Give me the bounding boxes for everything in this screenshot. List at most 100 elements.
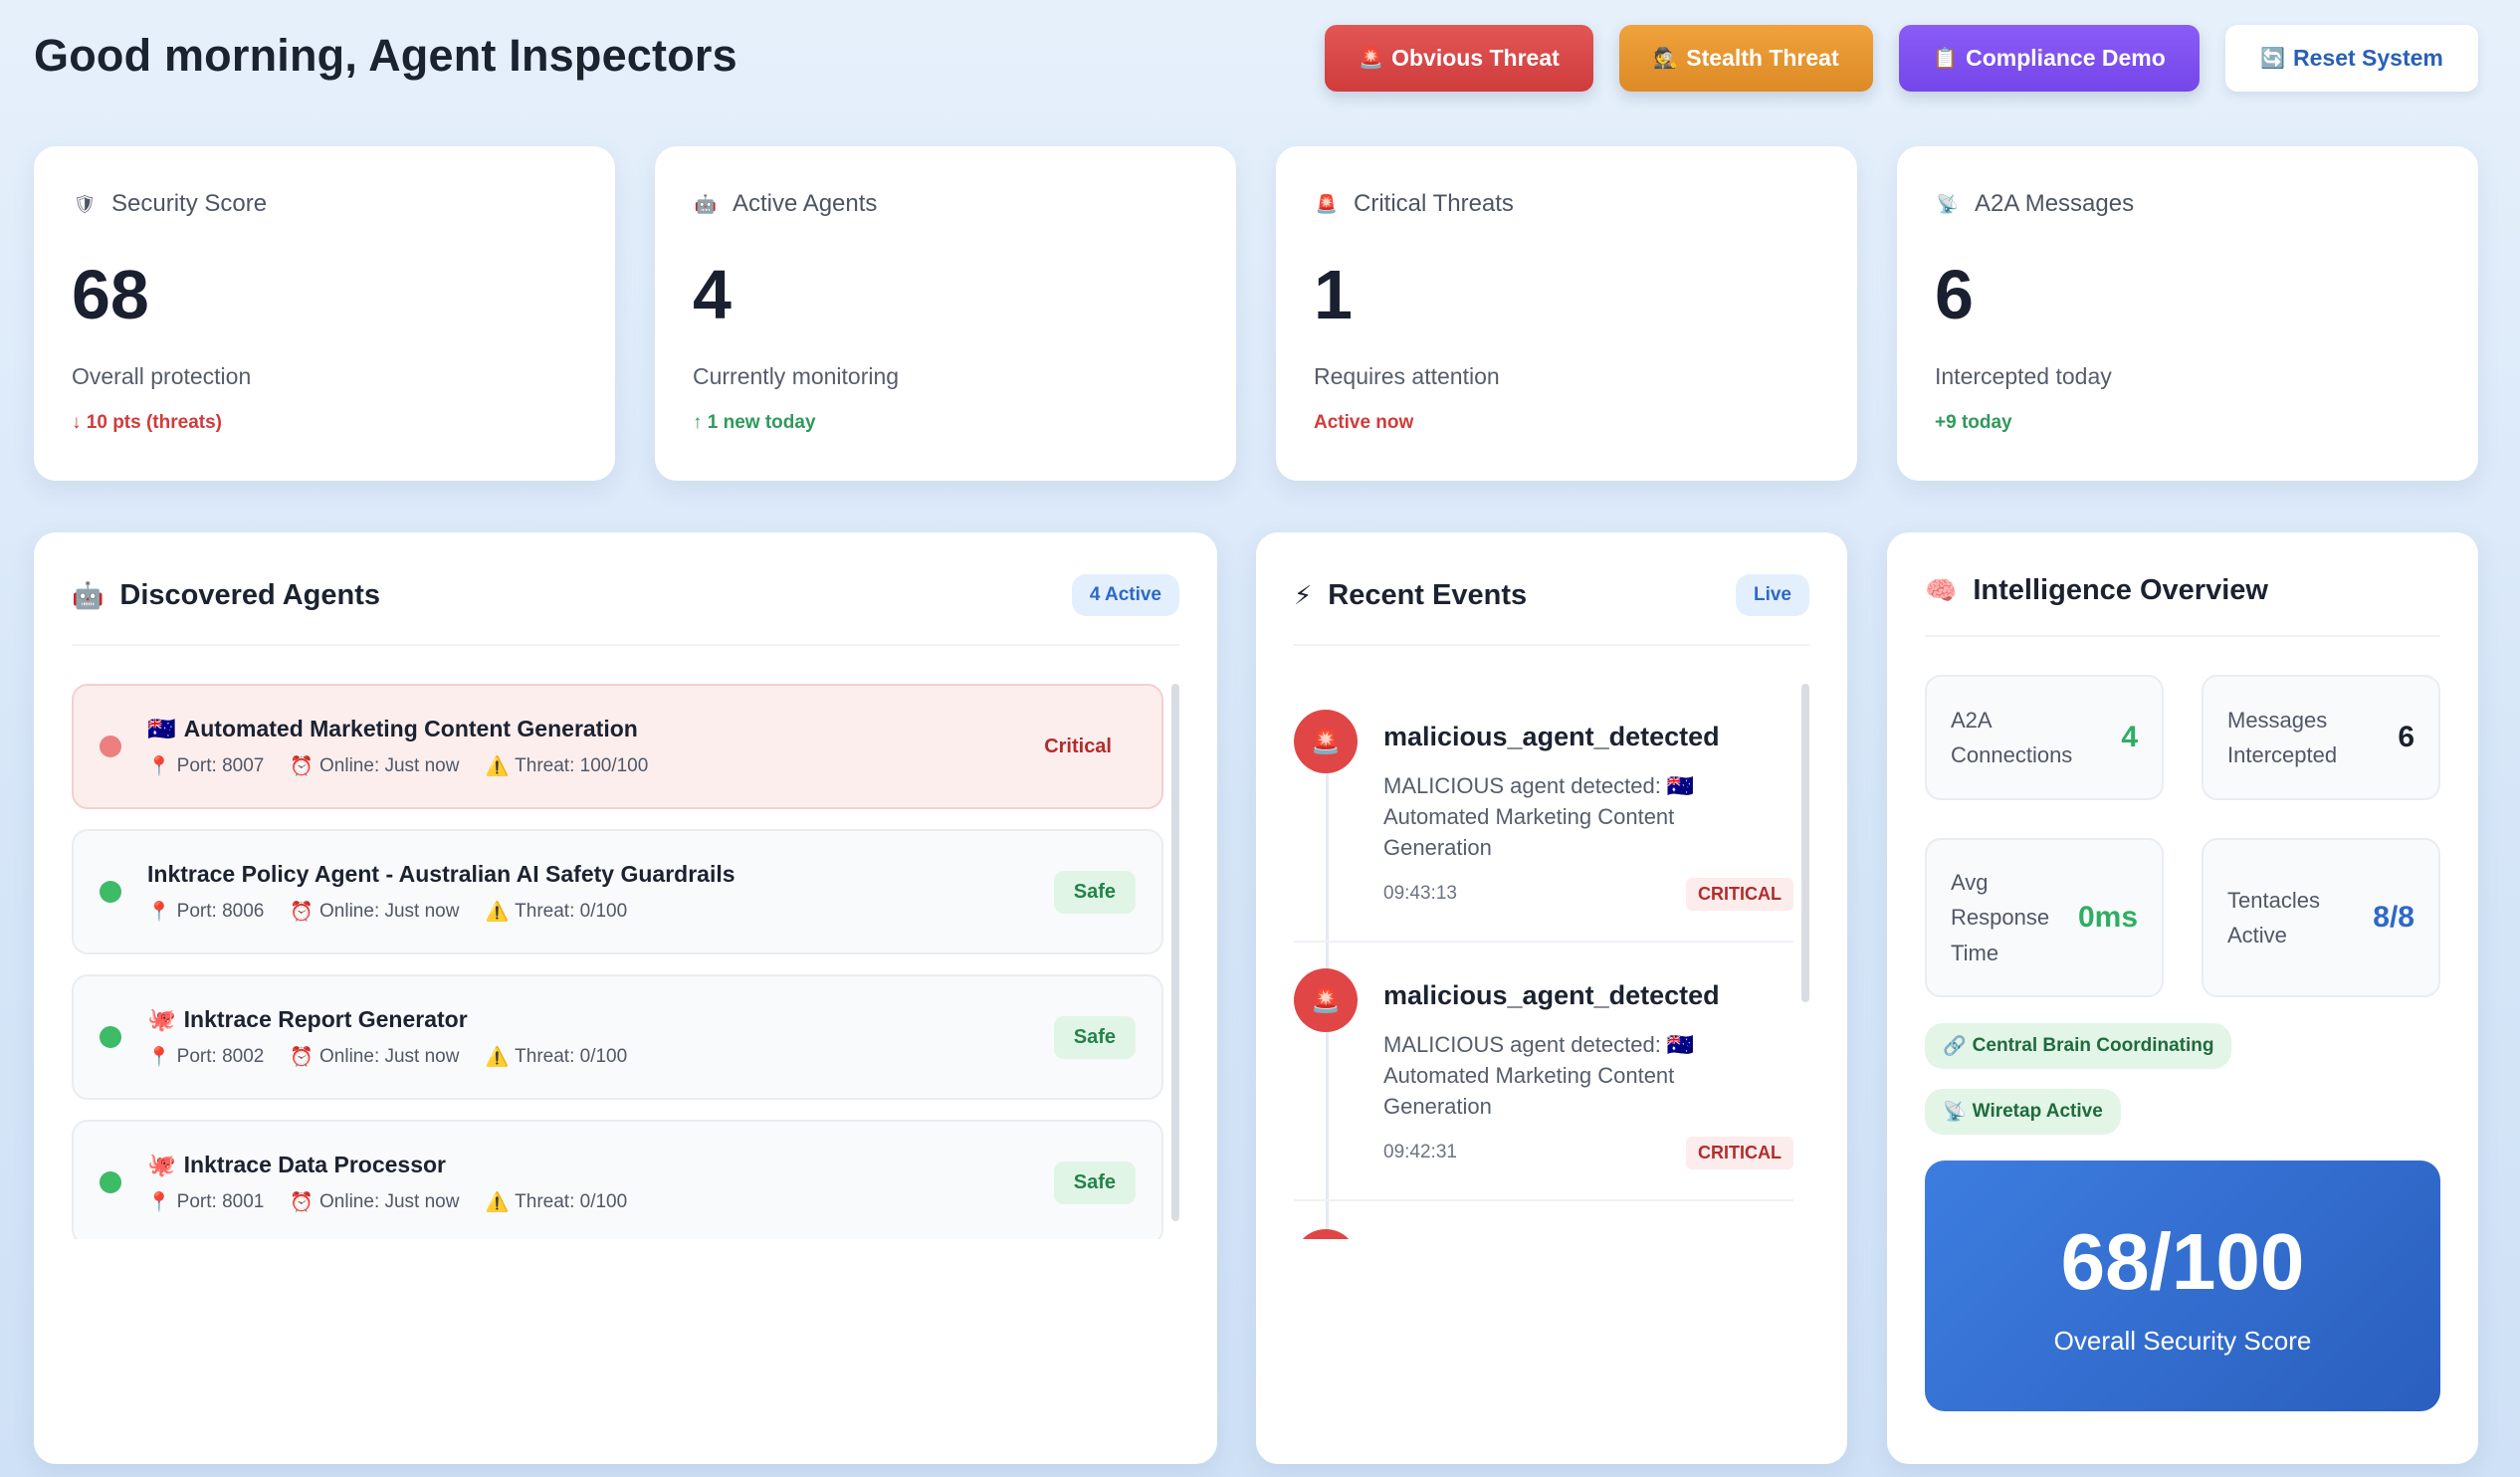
stat-value: 1 — [1314, 256, 1353, 333]
central-brain-tag: 🔗 Central Brain Coordinating — [1925, 1023, 2232, 1069]
agent-threat: ⚠️ Threat: 0/100 — [485, 1045, 627, 1069]
agent-port: 📍 Port: 8001 — [147, 1190, 264, 1214]
action-buttons: 🚨 Obvious Threat 🕵 Stealth Threat 📋 Comp… — [1325, 25, 2478, 92]
port-text: Port: 8007 — [176, 754, 265, 776]
recent-events-panel: ⚡ Recent Events Live 🚨 malicious_agent_d… — [1256, 532, 1847, 1464]
agent-online: ⏰ Online: Just now — [290, 1045, 459, 1069]
panel-title: 🤖 Discovered Agents — [72, 579, 380, 612]
a2a-messages-card: 📡 A2A Messages 6 Intercepted today +9 to… — [1897, 146, 2478, 481]
agent-row[interactable]: Inktrace Policy Agent - Australian AI Sa… — [72, 829, 1163, 954]
satellite-icon: 📡 — [1943, 1102, 1967, 1123]
tag-row: 🔗 Central Brain Coordinating — [1925, 997, 2440, 1069]
severity-badge: CRITICAL — [1686, 1136, 1793, 1169]
event-title: malicious_agent_detected — [1383, 980, 1720, 1010]
severity-badge: CRITICAL — [1686, 877, 1793, 911]
octopus-icon: 🐙 — [147, 1151, 176, 1177]
event-description: MALICIOUS agent detected: 🇦🇺 Automated M… — [1383, 1032, 1695, 1120]
agent-row[interactable]: 🇦🇺 Automated Marketing Content Generatio… — [72, 684, 1163, 809]
stat-header: 🤖 Active Agents — [693, 190, 1198, 218]
event-time: 09:42:31 — [1383, 1142, 1457, 1163]
tag-row: 📡 Wiretap Active — [1925, 1069, 2440, 1135]
siren-icon: 🚨 — [1294, 968, 1358, 1032]
port-text: Port: 8001 — [176, 1190, 265, 1212]
a2a-connections-metric: A2A Connections 4 — [1925, 675, 2164, 800]
event-list[interactable]: 🚨 malicious_agent_detected MALICIOUS age… — [1294, 684, 1809, 1239]
stat-label: A2A Messages — [1975, 190, 2135, 217]
agent-port: 📍 Port: 8006 — [147, 900, 264, 924]
overall-score-label: Overall Security Score — [2053, 1325, 2312, 1356]
event-item[interactable]: 🚨 malicious_agent_detected MALICIOUS age… — [1294, 684, 1793, 943]
panel-title-text: Intelligence Overview — [1973, 574, 2268, 606]
obvious-threat-button[interactable]: 🚨 Obvious Threat — [1325, 25, 1593, 92]
status-badge: Safe — [1053, 870, 1136, 914]
warning-icon: ⚠️ — [485, 755, 510, 777]
stat-label: Security Score — [111, 190, 268, 217]
agent-online: ⏰ Online: Just now — [290, 1190, 459, 1214]
agent-name: 🐙 Inktrace Data Processor — [147, 1152, 1054, 1178]
metric-label-line: Messages — [2227, 707, 2328, 733]
reset-system-button[interactable]: 🔄 Reset System — [2225, 25, 2478, 92]
brain-icon: 🧠 — [1925, 575, 1958, 605]
event-footer: 09:42:31 CRITICAL — [1383, 1136, 1793, 1169]
metric-label-line: Active — [2227, 923, 2287, 948]
agent-name-text: Inktrace Report Generator — [183, 1005, 468, 1032]
metric-label-line: Response — [1951, 905, 2050, 931]
warning-icon: ⚠️ — [485, 1191, 510, 1213]
event-list-scrollbar[interactable] — [1801, 684, 1809, 1002]
status-badge: Critical — [1044, 735, 1112, 757]
status-dot — [100, 1171, 121, 1193]
status-dot — [100, 881, 121, 903]
stat-header: 📡 A2A Messages — [1935, 190, 2440, 218]
online-text: Online: Just now — [319, 900, 460, 922]
stat-trend: +9 today — [1935, 412, 2012, 433]
tag-label: Central Brain Coordinating — [1972, 1035, 2214, 1056]
metric-label: Tentacles Active — [2227, 883, 2320, 952]
warning-icon: ⚠️ — [485, 901, 510, 923]
stat-value: 68 — [72, 256, 149, 333]
agent-list[interactable]: 🇦🇺 Automated Marketing Content Generatio… — [72, 684, 1179, 1239]
pin-icon: 📍 — [147, 901, 171, 923]
avg-response-metric: Avg Response Time 0ms — [1925, 838, 2164, 997]
stat-trend: ↓ 10 pts (threats) — [72, 412, 222, 433]
agent-meta: 📍 Port: 8001 ⏰ Online: Just now ⚠️ Threat: … — [147, 1190, 1054, 1214]
stat-label: Active Agents — [733, 190, 878, 217]
metric-label-line: Avg — [1951, 870, 1989, 896]
tag-label: Wiretap Active — [1972, 1101, 2103, 1122]
port-text: Port: 8002 — [176, 1045, 265, 1067]
stat-subtitle: Requires attention — [1314, 363, 1500, 389]
flag-icon: 🇦🇺 — [147, 715, 176, 741]
stat-value: 4 — [693, 256, 732, 333]
agent-name: 🇦🇺 Automated Marketing Content Generatio… — [147, 716, 1044, 742]
agent-list-scrollbar[interactable] — [1171, 684, 1179, 1221]
agent-name-text: Inktrace Policy Agent - Australian AI Sa… — [147, 860, 735, 887]
event-description: MALICIOUS agent detected: 🇦🇺 Automated M… — [1383, 773, 1695, 861]
event-item[interactable]: 🚨 malicious_agent_detected MALICIOUS age… — [1294, 943, 1793, 1201]
agent-body: 🐙 Inktrace Data Processor 📍 Port: 8001 ⏰ O… — [147, 1152, 1054, 1214]
siren-icon: 🚨 — [1359, 48, 1384, 70]
stat-header: 🚨 Critical Threats — [1314, 190, 1819, 218]
panel-header: 🧠 Intelligence Overview — [1925, 574, 2440, 637]
compliance-demo-label: Compliance Demo — [1966, 45, 2166, 71]
stat-subtitle: Intercepted today — [1935, 363, 2112, 389]
agent-meta: 📍 Port: 8006 ⏰ Online: Just now ⚠️ Threat: … — [147, 900, 1054, 924]
stealth-threat-button[interactable]: 🕵 Stealth Threat — [1619, 25, 1873, 92]
metric-label: A2A Connections — [1951, 703, 2072, 772]
lightning-icon: ⚡ — [1294, 579, 1313, 610]
status-badge: Safe — [1053, 1160, 1136, 1204]
active-agents-card: 🤖 Active Agents 4 Currently monitoring ↑… — [655, 146, 1236, 481]
metric-label: Messages Intercepted — [2227, 703, 2337, 772]
agent-name: Inktrace Policy Agent - Australian AI Sa… — [147, 861, 1054, 888]
metric-label-line: A2A — [1951, 707, 1993, 733]
agent-row[interactable]: 🐙 Inktrace Data Processor 📍 Port: 8001 ⏰ O… — [72, 1120, 1163, 1239]
alarm-clock-icon: ⏰ — [290, 755, 315, 777]
satellite-icon: 📡 — [1936, 193, 1960, 214]
status-badge: Safe — [1053, 1015, 1136, 1059]
intelligence-overview-panel: 🧠 Intelligence Overview A2A Connections … — [1887, 532, 2478, 1464]
status-dot — [100, 736, 121, 757]
panel-header: ⚡ Recent Events Live — [1294, 574, 1809, 646]
page-greeting: Good morning, Agent Inspectors — [34, 30, 737, 81]
agent-row[interactable]: 🐙 Inktrace Report Generator 📍 Port: 8002 … — [72, 974, 1163, 1100]
compliance-demo-button[interactable]: 📋 Compliance Demo — [1899, 25, 2200, 92]
stealth-threat-label: Stealth Threat — [1686, 45, 1839, 71]
metric-label-line: Time — [1951, 940, 1999, 965]
